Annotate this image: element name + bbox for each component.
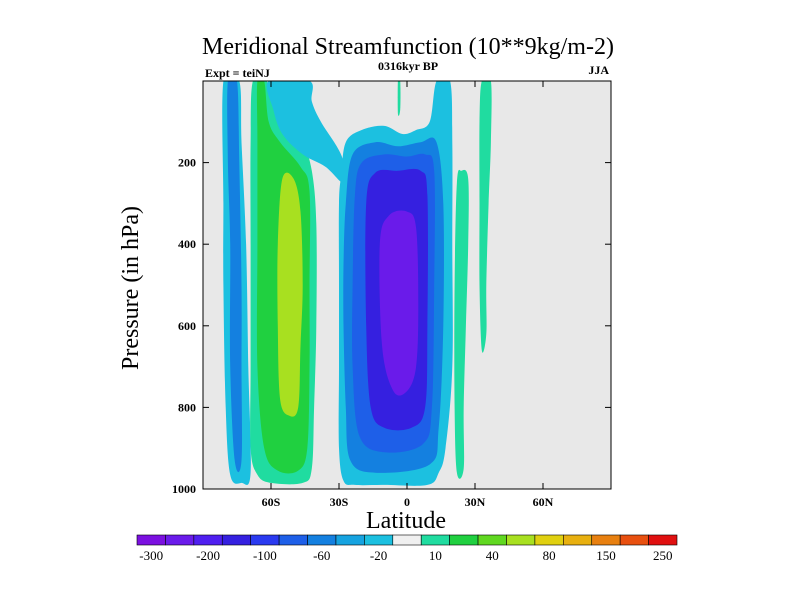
x-axis-title: Latitude <box>366 508 446 534</box>
x-tick-label: 60N <box>533 495 554 509</box>
colorbar-swatch <box>506 534 536 546</box>
colorbar-swatch <box>136 534 166 546</box>
colorbar-swatch <box>392 534 422 546</box>
colorbar-swatch <box>563 534 593 546</box>
colorbar-label: -300 <box>139 548 163 563</box>
colorbar-swatch <box>250 534 280 546</box>
sh-midlat-positive-cell-contour <box>277 172 303 417</box>
colorbar: -300 -200 -100 -60 -20 10 40 80 150 250 <box>136 534 678 563</box>
x-tick-label: 60S <box>262 495 281 509</box>
colorbar-swatch <box>420 534 450 546</box>
y-tick-label: 200 <box>178 156 196 170</box>
y-axis-title: Pressure (in hPa) <box>118 206 144 370</box>
experiment-label: Expt = teiNJ <box>205 66 270 80</box>
colorbar-swatch <box>449 534 479 546</box>
nh-positive-cell-contour <box>454 169 469 479</box>
x-tick-label: 30N <box>465 495 486 509</box>
y-axis: 200 400 600 800 1000 <box>172 156 611 496</box>
colorbar-swatch <box>591 534 621 546</box>
y-tick-label: 600 <box>178 319 196 333</box>
colorbar-swatch <box>165 534 195 546</box>
colorbar-swatch <box>534 534 564 546</box>
season-label: JJA <box>588 63 609 77</box>
colorbar-label: -200 <box>196 548 220 563</box>
y-tick-label: 400 <box>178 237 196 251</box>
colorbar-swatch <box>364 534 394 546</box>
x-tick-label: 30S <box>330 495 349 509</box>
upper-negative-tongue-contour <box>266 81 346 184</box>
plot-area <box>202 80 612 490</box>
colorbar-swatch <box>648 534 678 546</box>
colorbar-swatch <box>477 534 507 546</box>
colorbar-label: -60 <box>313 548 330 563</box>
colorbar-swatch <box>193 534 223 546</box>
y-tick-label: 800 <box>178 400 196 414</box>
colorbar-swatch <box>307 534 337 546</box>
x-axis: 60S 30S 0 30N 60N <box>262 81 554 509</box>
colorbar-label: 10 <box>429 548 442 563</box>
colorbar-label: -100 <box>253 548 277 563</box>
colorbar-label: -20 <box>370 548 387 563</box>
period-label: 0316kyr BP <box>378 59 438 73</box>
colorbar-swatch <box>221 534 251 546</box>
colorbar-label: 80 <box>543 548 556 563</box>
tropical-negative-cell-contour <box>379 210 419 396</box>
chart-title: Meridional Streamfunction (10**9kg/m-2) <box>202 34 614 60</box>
colorbar-swatch <box>335 534 365 546</box>
colorbar-label: 40 <box>486 548 499 563</box>
x-tick-label: 0 <box>404 495 410 509</box>
colorbar-label: 250 <box>653 548 673 563</box>
nh-positive-cell-contour <box>479 81 492 353</box>
colorbar-swatch <box>619 534 649 546</box>
y-tick-label: 1000 <box>172 482 196 496</box>
sh-polar-negative-cell-contour <box>227 81 243 473</box>
colorbar-swatch <box>278 534 308 546</box>
upper-positive-sliver-contour <box>397 81 401 116</box>
colorbar-label: 150 <box>596 548 616 563</box>
